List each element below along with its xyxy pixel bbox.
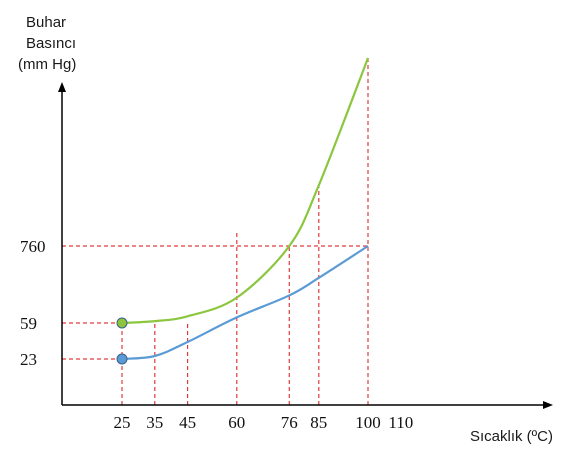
x-tick-label: 60 [228, 413, 245, 432]
y-tick-labels: 23 59 760 [20, 237, 46, 369]
x-tick-label: 110 [388, 413, 413, 432]
series-line-0 [122, 58, 368, 323]
x-axis-arrow-icon [543, 401, 553, 409]
x-tick-label: 35 [146, 413, 163, 432]
x-axis-title: Sıcaklık (ºC) [470, 428, 553, 445]
y-tick-label: 23 [20, 350, 37, 369]
series-line-1 [122, 246, 368, 359]
x-tick-label: 85 [310, 413, 327, 432]
y-tick-label: 59 [20, 314, 37, 333]
x-tick-label: 100 [355, 413, 381, 432]
y-axis-title-line: (mm Hg) [18, 56, 76, 73]
data-point-marker [117, 354, 127, 364]
reference-lines [62, 58, 368, 405]
y-axis-arrow-icon [58, 82, 66, 92]
series-curves [122, 58, 368, 359]
y-axis-title-line: Basıncı [26, 35, 76, 52]
x-tick-label: 25 [114, 413, 131, 432]
data-point-marker [117, 318, 127, 328]
x-tick-labels: 25 35 45 60 76 85 100 110 [114, 413, 414, 432]
x-tick-label: 76 [281, 413, 298, 432]
y-axis-title: Buhar Basıncı (mm Hg) [18, 14, 76, 73]
y-axis-title-line: Buhar [26, 14, 66, 31]
y-tick-label: 760 [20, 237, 46, 256]
x-tick-label: 45 [179, 413, 196, 432]
